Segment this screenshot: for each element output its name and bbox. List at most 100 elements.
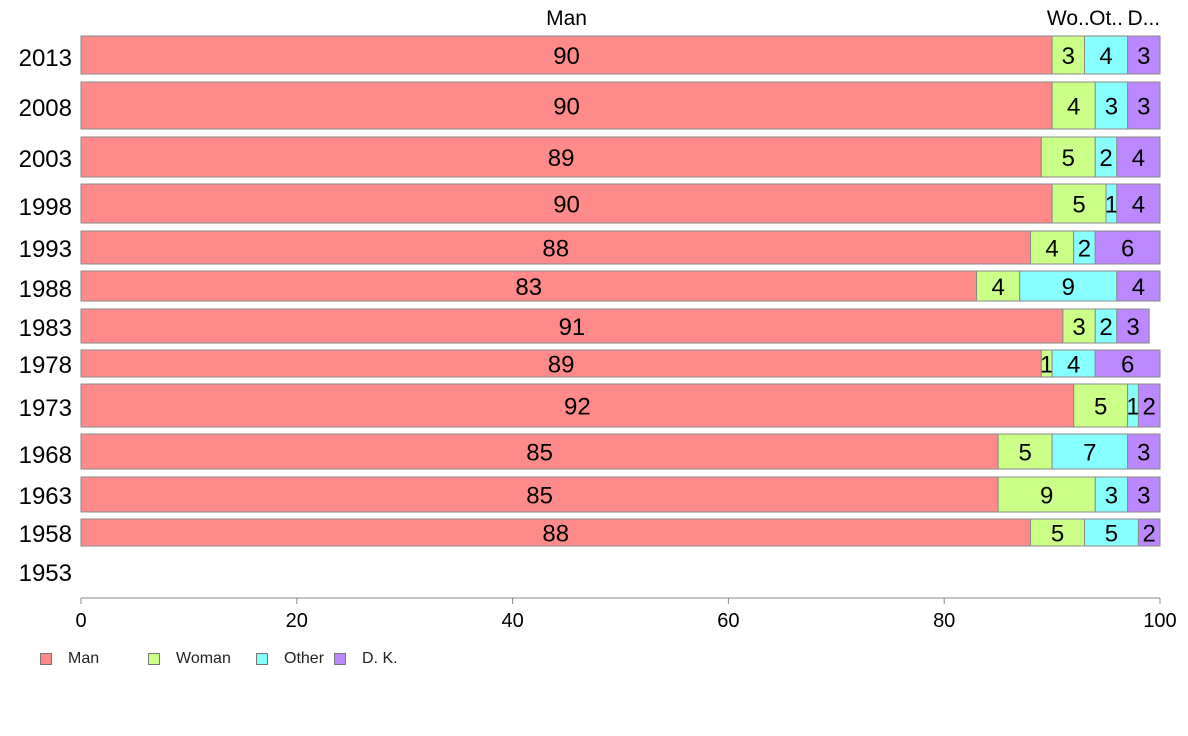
data-label: 9 xyxy=(1040,483,1053,510)
data-label: 2 xyxy=(1078,236,1091,263)
bar-segment xyxy=(80,35,1053,75)
year-label: 1983 xyxy=(19,315,72,342)
year-label: 2003 xyxy=(19,146,72,173)
data-label: 7 xyxy=(1083,440,1096,467)
data-label: 92 xyxy=(564,394,591,421)
bar-segment xyxy=(1030,518,1085,547)
data-label: 6 xyxy=(1121,352,1134,379)
data-label: 3 xyxy=(1126,314,1139,341)
series-top-label: Ot.. xyxy=(1089,7,1123,30)
data-label: 3 xyxy=(1062,43,1075,70)
legend-swatch xyxy=(256,653,268,665)
data-label: 4 xyxy=(1132,274,1145,301)
series-top-label: Man xyxy=(546,7,587,30)
bar-segment xyxy=(976,270,1021,302)
data-label: 89 xyxy=(548,352,575,379)
series-top-label: Wo.. xyxy=(1047,7,1090,30)
year-label: 1988 xyxy=(19,276,72,303)
legend-swatch xyxy=(334,653,346,665)
bar-segment xyxy=(1062,308,1096,344)
year-label: 1953 xyxy=(19,560,72,587)
data-label: 2 xyxy=(1099,145,1112,172)
bar-segment xyxy=(1051,35,1085,75)
data-label: 88 xyxy=(542,521,569,548)
bar-segment xyxy=(80,81,1053,130)
x-tick-label: 60 xyxy=(717,610,739,632)
data-label: 4 xyxy=(1067,94,1080,121)
year-label: 1998 xyxy=(19,194,72,221)
data-label: 5 xyxy=(1051,521,1064,548)
bar-segment xyxy=(1030,230,1075,265)
legend-label: Woman xyxy=(176,650,231,667)
data-label: 3 xyxy=(1137,440,1150,467)
bar-segment xyxy=(1094,81,1129,130)
bar-segment xyxy=(1051,349,1096,378)
bar-segment xyxy=(80,349,1042,378)
data-label: 90 xyxy=(553,94,580,121)
x-tick-label: 20 xyxy=(286,610,308,632)
data-label: 2 xyxy=(1143,394,1156,421)
x-tick-label: 80 xyxy=(933,610,955,632)
legend-label: Man xyxy=(68,650,100,667)
data-label: 2 xyxy=(1099,314,1112,341)
bar-segment xyxy=(1116,308,1150,344)
bar-segment xyxy=(1116,183,1161,224)
legend-item: Man xyxy=(40,650,148,668)
data-label: 3 xyxy=(1072,314,1085,341)
bar-segment xyxy=(80,518,1032,547)
data-label: 5 xyxy=(1018,440,1031,467)
data-label: 90 xyxy=(553,43,580,70)
data-label: 5 xyxy=(1094,394,1107,421)
data-label: 2 xyxy=(1143,521,1156,548)
bar-segment xyxy=(1094,230,1161,265)
bar-segment xyxy=(80,308,1064,344)
bar-segment xyxy=(1137,383,1161,428)
data-label: 1 xyxy=(1105,192,1118,219)
bar-segment xyxy=(80,183,1053,224)
legend-swatch xyxy=(148,653,160,665)
legend-label: Other xyxy=(284,650,325,667)
bar-segment xyxy=(80,383,1075,428)
data-label: 4 xyxy=(1099,43,1112,70)
bar-segment xyxy=(1127,81,1161,130)
year-label: 1973 xyxy=(19,395,72,422)
bar-segment xyxy=(1137,518,1161,547)
bar-segment xyxy=(1116,136,1161,178)
data-label: 85 xyxy=(526,440,553,467)
bar-segment xyxy=(1040,136,1096,178)
stacked-bar-chart: 2013200820031998199319881983197819731968… xyxy=(19,7,1177,632)
legend-item: D. K. xyxy=(334,650,424,668)
data-label: 4 xyxy=(1067,352,1080,379)
year-label: 1968 xyxy=(19,442,72,469)
bar-segment xyxy=(80,476,999,513)
bar-segment xyxy=(997,476,1096,513)
data-label: 90 xyxy=(553,192,580,219)
legend: Man Woman Other D. K. xyxy=(40,650,424,668)
bar-segment xyxy=(1094,349,1161,378)
data-label: 83 xyxy=(515,274,542,301)
bar-segment xyxy=(1083,518,1139,547)
year-label: 1958 xyxy=(19,521,72,548)
data-label: 91 xyxy=(559,314,586,341)
year-label: 1978 xyxy=(19,352,72,379)
data-label: 3 xyxy=(1105,483,1118,510)
data-label: 89 xyxy=(548,145,575,172)
data-label: 6 xyxy=(1121,236,1134,263)
bar-segment xyxy=(80,270,978,302)
bar-segment xyxy=(80,230,1032,265)
bar-segment xyxy=(1127,35,1161,75)
data-label: 4 xyxy=(1132,192,1145,219)
x-tick-label: 0 xyxy=(75,610,86,632)
bar-segment xyxy=(1127,433,1161,470)
x-tick-label: 40 xyxy=(501,610,523,632)
legend-swatch xyxy=(40,653,52,665)
x-tick-label: 100 xyxy=(1143,610,1176,632)
year-label: 1963 xyxy=(19,483,72,510)
data-label: 5 xyxy=(1105,521,1118,548)
data-label: 85 xyxy=(526,483,553,510)
data-label: 4 xyxy=(991,274,1004,301)
year-label: 1993 xyxy=(19,236,72,263)
data-label: 3 xyxy=(1105,94,1118,121)
year-label: 2008 xyxy=(19,95,72,122)
data-label: 3 xyxy=(1137,94,1150,121)
